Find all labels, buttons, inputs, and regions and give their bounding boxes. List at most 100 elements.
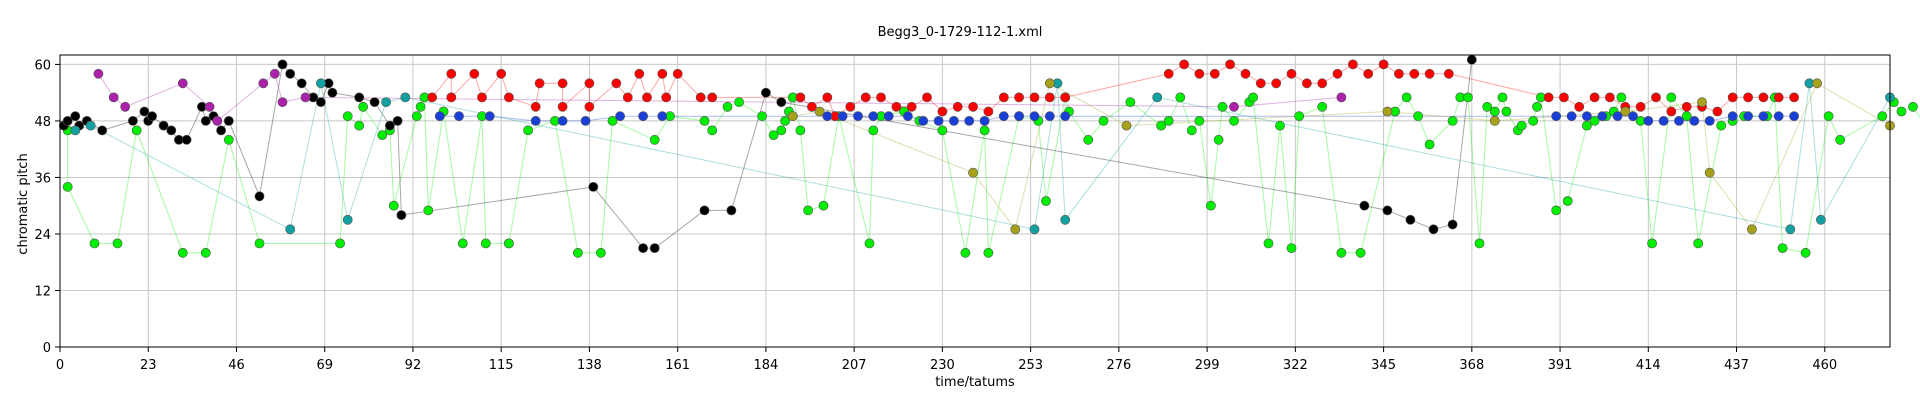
x-tick-label: 414 [1636,358,1661,373]
note-point-red [1029,92,1040,103]
note-point-green [1447,116,1458,126]
note-point-blue [615,111,625,122]
note-point-red [1712,106,1723,117]
note-point-green [200,247,211,258]
note-point-magenta [177,78,188,89]
note-point-green [776,125,787,136]
note-point-green [388,200,399,211]
note-point-green [1263,238,1274,249]
note-point-red [707,92,718,103]
note-point-green [1229,116,1239,126]
note-point-olive [814,106,825,117]
note-point-blue [1704,116,1715,126]
note-point-blue [1044,111,1055,122]
voice-line-teal [75,83,1891,231]
note-point-green [1286,243,1297,253]
note-point-green [757,111,767,122]
chart-title: Begg3_0-1729-112-1.xml [878,25,1043,40]
note-point-red [530,101,541,112]
note-point-green [983,247,994,258]
note-point-red [1589,92,1600,103]
note-point-green [1401,92,1412,103]
y-tick-label: 48 [34,115,51,130]
note-point-green [1693,238,1704,249]
note-point-red [1179,59,1189,70]
note-point-olive [1010,224,1021,235]
note-point-black [1382,205,1393,216]
note-point-blue [1758,111,1769,122]
note-point-green [112,238,123,249]
note-point-magenta [1336,92,1347,103]
note-point-teal [1060,214,1071,225]
note-point-green [1186,125,1197,136]
note-point-red [1543,92,1554,103]
note-point-red [1773,92,1784,103]
note-point-magenta [204,101,215,112]
note-point-black [1466,54,1477,65]
note-point-green [1413,111,1423,122]
x-tick-label: 184 [753,358,778,373]
note-point-green [1163,116,1174,126]
note-point-magenta [277,97,288,107]
note-point-black [97,125,108,136]
note-point-blue [484,111,495,122]
note-point-red [1271,78,1282,89]
note-point-red [1225,59,1235,70]
y-tick-label: 36 [34,171,51,186]
note-point-green [1589,116,1600,126]
note-point-black [776,97,787,107]
note-point-blue [454,111,464,122]
note-point-black [70,111,81,122]
note-point-green [457,238,468,249]
note-point-green [335,238,345,249]
note-point-red [1651,92,1661,103]
note-point-blue [883,111,894,122]
note-point-red [477,92,487,103]
note-point-green [1125,97,1136,107]
y-tick-label: 0 [43,341,51,356]
note-point-red [661,92,672,103]
note-point-red [611,78,622,89]
note-point-black [216,125,226,136]
note-point-green [1217,101,1228,112]
note-point-green [699,116,710,126]
note-point-red [795,92,806,103]
note-point-green [1474,238,1485,249]
note-point-green [1083,134,1094,145]
note-point-green [377,130,388,140]
note-point-blue [979,116,990,126]
note-point-green [1908,101,1918,112]
note-point-green [573,247,583,258]
note-point-green [1562,196,1573,206]
note-point-red [1255,78,1266,89]
note-point-blue [903,111,913,122]
note-point-olive [787,111,798,122]
x-tick-label: 46 [228,358,245,373]
note-point-black [1428,224,1439,235]
note-point-blue [964,116,975,126]
note-point-green [707,125,718,136]
note-point-green [864,238,875,249]
note-point-teal [1029,224,1040,235]
note-point-green [1616,92,1627,103]
note-point-green [1528,116,1539,126]
note-point-red [1743,92,1753,103]
note-point-blue [434,111,445,122]
note-point-magenta [212,116,223,126]
note-point-blue [1597,111,1608,122]
note-point-olive [1121,120,1132,131]
note-point-green [1482,101,1493,112]
x-tick-label: 299 [1195,358,1220,373]
y-tick-label: 12 [34,284,51,299]
note-point-green [1463,92,1473,103]
x-tick-label: 253 [1018,358,1043,373]
note-point-black [1447,219,1458,230]
x-tick-labels: 0 23 46 69 92 115 138 161 184 207 230 253 276 299 322 3… [56,347,1837,373]
note-point-green [768,130,779,140]
note-point-red [1443,68,1454,79]
note-point-black [354,92,365,103]
note-point-black [396,210,407,220]
note-point-red [998,92,1009,103]
note-point-red [1332,68,1343,79]
